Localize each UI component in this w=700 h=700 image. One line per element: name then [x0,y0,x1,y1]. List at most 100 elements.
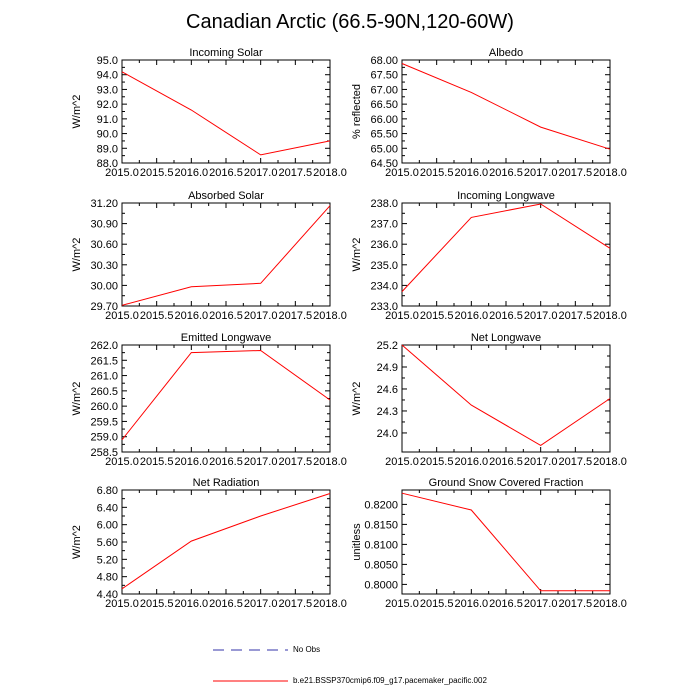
plot-frame [121,489,331,595]
panel-title: Albedo [489,47,523,59]
y-tick-label: 89.0 [97,143,118,155]
y-tick-label: 30.30 [90,260,118,272]
y-tick-label: 236.0 [370,239,398,251]
panel-title: Net Radiation [193,477,260,489]
y-tick-label: 259.0 [90,432,118,444]
y-tick-label: 4.40 [97,589,118,601]
x-tick-label: 2015.5 [140,310,174,322]
y-tick-label: 64.50 [370,158,398,170]
x-tick-label: 2015.5 [420,310,454,322]
x-tick-label: 2016.5 [489,456,523,468]
y-tick-label: 5.60 [97,537,118,549]
legend-no-obs-label: No Obs [293,645,320,654]
x-tick-label: 2016.5 [209,456,243,468]
x-tick-label: 2015.0 [105,598,139,610]
y-tick-label: 262.0 [90,340,118,352]
y-tick-label: 24.0 [377,428,398,440]
x-tick-label: 2015.5 [140,598,174,610]
x-tick-label: 2015.0 [385,456,419,468]
panel-title: Incoming Solar [189,47,263,59]
panel-albedo: Albedo % reflected 2015.0 2015.5 2016.0 2016.… [351,47,627,179]
x-tick-label: 2017.5 [559,167,593,179]
panel-title: Net Longwave [471,332,541,344]
legend: No Obs b.e21.BSSP370cmip6.f09_g17.pacema… [213,645,487,685]
series-line [401,492,610,592]
x-tick-label: 2016.5 [489,598,523,610]
x-tick-label: 2018.0 [593,310,627,322]
panel-title: Absorbed Solar [188,190,264,202]
y-tick-label: 68.00 [370,55,398,67]
x-tick-label: 2018.0 [313,598,347,610]
y-tick-label: 66.50 [370,99,398,111]
y-tick-label: 0.8200 [364,499,398,511]
y-axis-label: unitless [351,523,363,561]
x-tick-label: 2017.0 [244,167,278,179]
y-tick-label: 234.0 [370,280,398,292]
plot-frame [401,59,611,164]
x-tick-label: 2017.5 [559,310,593,322]
y-tick-label: 95.0 [97,55,118,67]
y-tick-label: 260.0 [90,401,118,413]
x-tick-label: 2017.0 [524,167,558,179]
x-tick-label: 2017.0 [244,598,278,610]
y-tick-label: 67.00 [370,84,398,96]
x-tick-label: 2015.5 [140,456,174,468]
x-tick-label: 2017.5 [559,598,593,610]
y-tick-label: 30.00 [90,280,118,292]
y-tick-label: 6.40 [97,502,118,514]
y-tick-label: 259.5 [90,416,118,428]
y-tick-label: 30.90 [90,219,118,231]
plot-frame [401,344,611,453]
x-tick-label: 2017.0 [244,310,278,322]
x-tick-label: 2016.5 [209,310,243,322]
x-tick-label: 2017.0 [524,598,558,610]
y-tick-label: 24.9 [377,362,398,374]
x-tick-label: 2017.0 [524,456,558,468]
y-tick-label: 65.50 [370,129,398,141]
y-tick-label: 258.5 [90,447,118,459]
x-tick-label: 2016.0 [175,310,209,322]
series-line [401,63,611,150]
panel-title: Ground Snow Covered Fraction [429,477,584,489]
y-tick-label: 65.00 [370,143,398,155]
y-tick-label: 66.00 [370,114,398,126]
y-tick-label: 67.50 [370,70,398,82]
x-tick-label: 2018.0 [313,310,347,322]
series-line [121,205,331,306]
x-tick-label: 2015.0 [105,167,139,179]
x-tick-label: 2016.0 [455,310,489,322]
y-tick-label: 238.0 [370,198,398,210]
x-tick-label: 2015.0 [385,310,419,322]
x-tick-label: 2015.5 [420,598,454,610]
plot-frame [401,202,611,307]
y-tick-label: 25.2 [377,340,398,352]
y-tick-label: 237.0 [370,219,398,231]
figure-title: Canadian Arctic (66.5-90N,120-60W) [186,11,514,33]
y-tick-label: 90.0 [97,129,118,141]
x-tick-label: 2018.0 [593,456,627,468]
y-tick-label: 261.0 [90,371,118,383]
y-tick-label: 0.8150 [364,519,398,531]
panel-net-radiation: Net Radiation W/m^2 2015.0 2015.5 2016.0 2016… [71,477,347,610]
y-tick-label: 31.20 [90,198,118,210]
x-tick-label: 2016.5 [209,167,243,179]
y-tick-label: 0.8000 [364,579,398,591]
x-tick-label: 2016.0 [455,167,489,179]
y-tick-label: 6.80 [97,485,118,497]
x-tick-label: 2018.0 [593,167,627,179]
y-tick-label: 24.3 [377,406,398,418]
y-axis-label: W/m^2 [351,238,363,272]
x-tick-label: 2017.5 [279,598,313,610]
x-tick-label: 2017.0 [524,310,558,322]
x-tick-label: 2016.0 [455,598,489,610]
y-tick-label: 235.0 [370,260,398,272]
y-axis-label: W/m^2 [71,95,83,129]
x-tick-label: 2017.5 [279,310,313,322]
x-tick-label: 2015.0 [105,456,139,468]
x-tick-label: 2015.0 [385,598,419,610]
series-line [121,493,331,590]
